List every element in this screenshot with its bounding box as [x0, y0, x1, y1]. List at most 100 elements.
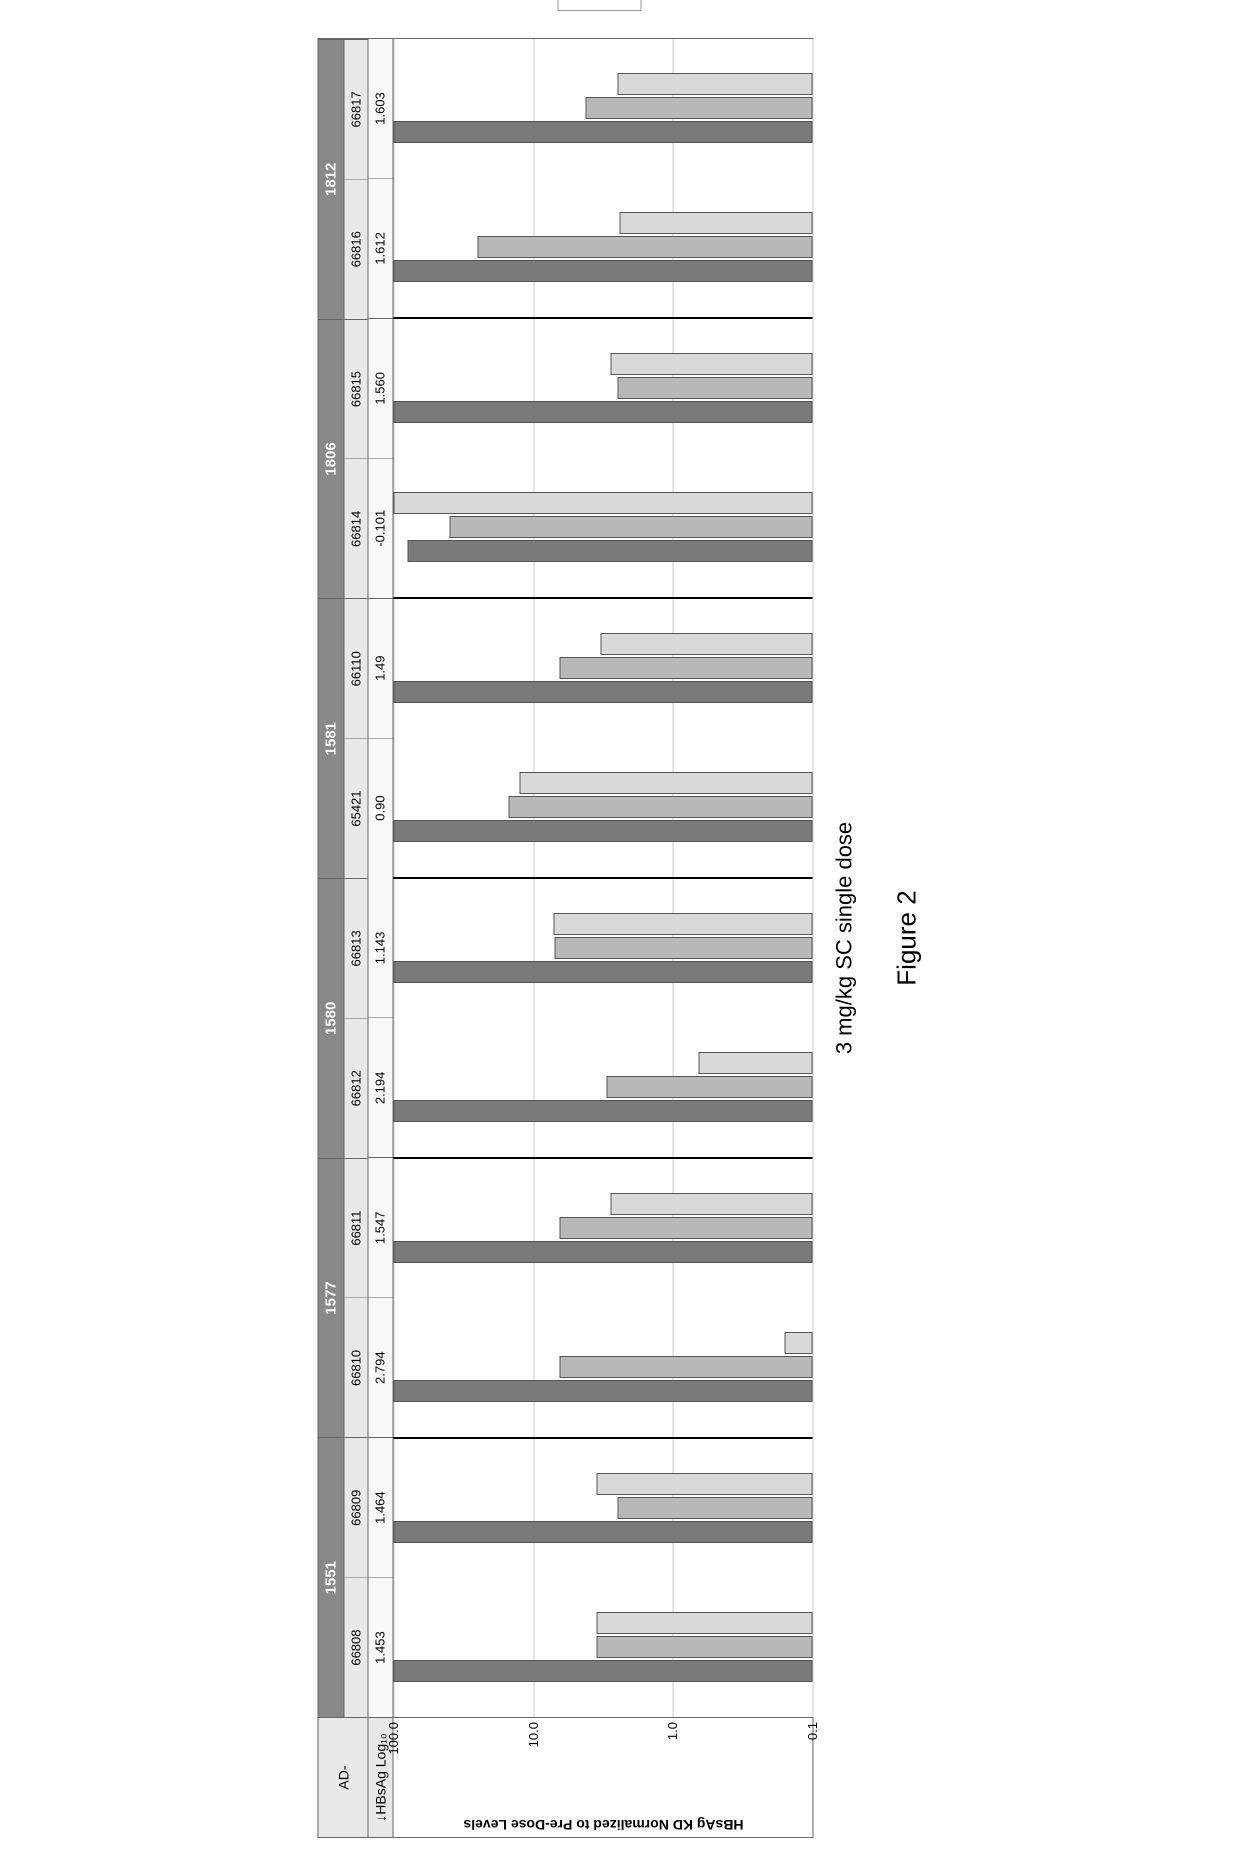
sample-id: 65421	[345, 738, 368, 878]
log10-value: 1.143	[369, 878, 393, 1017]
bar	[394, 260, 813, 282]
sample-id: 66809	[345, 1438, 368, 1577]
sample-id: 66810	[345, 1297, 368, 1437]
bars-layer	[394, 39, 813, 1717]
sample-id: 66814	[345, 458, 368, 598]
log10-value: 2.194	[369, 1017, 393, 1157]
group-column	[394, 317, 813, 597]
plot-area	[394, 39, 813, 1717]
bar	[394, 1100, 813, 1122]
header-group: 15816542166110	[319, 598, 368, 878]
bar	[394, 681, 813, 703]
bar	[610, 1193, 812, 1215]
bar	[597, 1636, 813, 1658]
group-ad-label: 1581	[319, 599, 345, 878]
group-ad-label: 1580	[319, 878, 345, 1157]
log10-value: 1.464	[369, 1438, 393, 1577]
group-column	[394, 1437, 813, 1717]
y-axis: HBsAg KD Normalized to Pre-Dose Levels 1…	[394, 1717, 813, 1837]
log10-group: 1.6121.603	[369, 39, 393, 318]
header-row-log10: ↓HBsAg Log₁₀ 1.4531.4642.7941.5472.1941.…	[369, 38, 394, 1838]
group-column	[394, 39, 813, 317]
chart-plot: HBsAg KD Normalized to Pre-Dose Levels 1…	[394, 38, 814, 1838]
bar	[620, 212, 813, 234]
bar	[394, 1380, 813, 1402]
y-tick-label: 100.0	[386, 1722, 401, 1755]
sample-column	[394, 458, 813, 597]
bar	[407, 540, 812, 562]
bar	[610, 353, 812, 375]
sample-column	[394, 1159, 813, 1298]
bar	[555, 937, 813, 959]
figure-container: AD- 155166808668091577668106681115806681…	[318, 38, 923, 1838]
sample-id: 66811	[345, 1158, 368, 1297]
sample-column	[394, 1298, 813, 1437]
log10-group: 1.4531.464	[369, 1437, 393, 1717]
header-group: 15776681066811	[319, 1157, 368, 1437]
bar	[617, 73, 812, 95]
group-ad-label: 1551	[319, 1438, 345, 1717]
bar	[606, 1076, 812, 1098]
header-row-ad: AD- 155166808668091577668106681115806681…	[318, 38, 369, 1838]
bar	[394, 1521, 813, 1543]
bar	[449, 516, 812, 538]
log10-value: 1.49	[369, 598, 393, 737]
group-column	[394, 877, 813, 1157]
log10-value: 0.90	[369, 737, 393, 877]
sample-column	[394, 39, 813, 178]
bar	[559, 657, 812, 679]
bar	[617, 1497, 812, 1519]
sample-id: 66808	[345, 1577, 368, 1717]
group-ad-label: 1577	[319, 1158, 345, 1437]
y-tick-label: 0.1	[805, 1722, 820, 1740]
sample-id: 66817	[345, 39, 368, 178]
bar	[394, 401, 813, 423]
log10-group: -0.1011.560	[369, 317, 393, 597]
sample-id: 66813	[345, 878, 368, 1017]
sample-column	[394, 599, 813, 738]
group-ad-label: 1812	[319, 39, 345, 318]
bar	[478, 236, 813, 258]
log10-value: 2.794	[369, 1297, 393, 1437]
bar	[394, 1241, 813, 1263]
chart-caption: 3 mg/kg SC single dose	[832, 38, 858, 1838]
header-group: 18126681666817	[319, 38, 368, 318]
gridline	[813, 39, 814, 1717]
bar	[553, 913, 812, 935]
log10-value: 1.612	[369, 177, 393, 317]
header-group: 18066681466815	[319, 318, 368, 598]
y-tick-label: 1.0	[665, 1722, 680, 1740]
group-column	[394, 597, 813, 877]
bar	[394, 820, 813, 842]
y-axis-label: HBsAg KD Normalized to Pre-Dose Levels	[394, 1813, 813, 1837]
log10-group: 0.901.49	[369, 597, 393, 877]
log10-value: -0.101	[369, 457, 393, 597]
sample-column	[394, 879, 813, 1018]
bar	[559, 1356, 812, 1378]
sample-id: 66816	[345, 178, 368, 318]
bar	[586, 97, 813, 119]
log10-group: 2.7941.547	[369, 1157, 393, 1437]
bar	[394, 961, 813, 983]
header-group: 15806681266813	[319, 877, 368, 1157]
bar	[509, 796, 813, 818]
log10-value: 1.453	[369, 1577, 393, 1717]
bar	[784, 1332, 813, 1354]
y-tick-label: 10.0	[526, 1722, 541, 1747]
bar	[394, 492, 813, 514]
sample-id: 66815	[345, 319, 368, 458]
bar	[394, 121, 813, 143]
group-ad-label: 1806	[319, 319, 345, 598]
sample-id: 66110	[345, 599, 368, 738]
sample-column	[394, 738, 813, 877]
bar	[394, 1660, 813, 1682]
bar	[597, 1612, 813, 1634]
legend: Pre-dose5 days p.d.10 days p.d.	[558, 0, 642, 11]
log10-group: 2.1941.143	[369, 877, 393, 1157]
bar	[699, 1052, 813, 1074]
group-column	[394, 1157, 813, 1437]
log10-value: 1.547	[369, 1158, 393, 1297]
sample-column	[394, 1439, 813, 1578]
bar	[600, 633, 812, 655]
log10-value: 1.560	[369, 318, 393, 457]
